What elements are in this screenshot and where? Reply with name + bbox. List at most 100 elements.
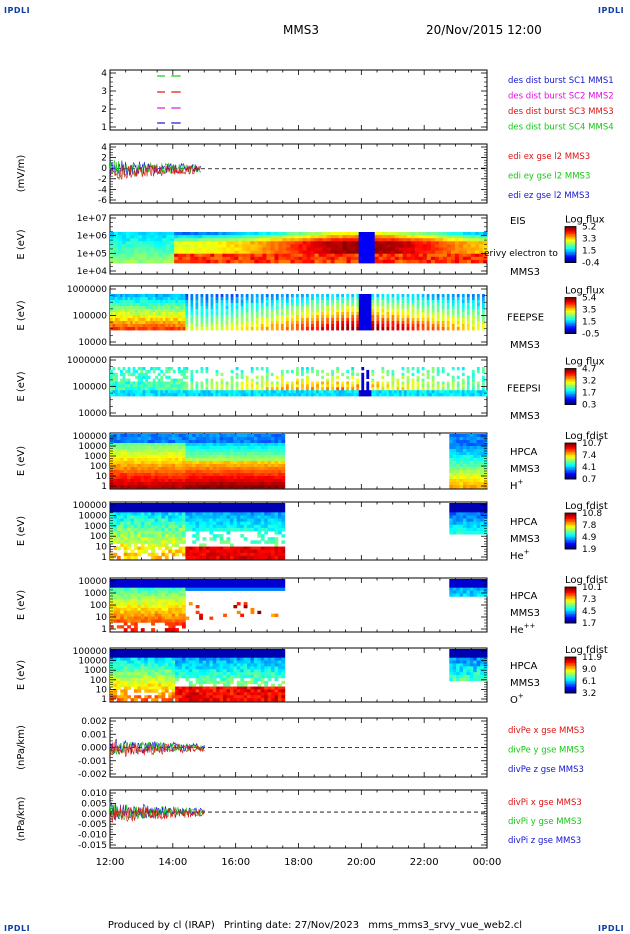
feepsi-colorbar-tick: 1.7 bbox=[582, 389, 596, 399]
hpca-he-ylabel: E (eV) bbox=[16, 516, 27, 546]
divpi-frame bbox=[109, 789, 488, 849]
divpe-legend-entry: divPe y gse MMS3 bbox=[508, 746, 585, 756]
feepsi-colorbar-tick: 0.3 bbox=[582, 401, 596, 411]
feepse-colorbar-tick: 3.5 bbox=[582, 306, 596, 316]
footer: Produced by cl (IRAP) Printing date: 27/… bbox=[0, 920, 630, 931]
hpca-hepp-colorbar-tick: 10.1 bbox=[582, 583, 602, 593]
burst-frame bbox=[109, 69, 488, 131]
feepsi-heatmap bbox=[110, 367, 488, 397]
hpca-h-ytick-label: 10000 bbox=[78, 442, 107, 452]
feepsi-ytick-label: 1000000 bbox=[67, 356, 107, 366]
burst-legend-entry: des dist burst SC4 MMS4 bbox=[508, 123, 614, 133]
divpe-ytick-label: 0.000 bbox=[81, 744, 107, 754]
burst-ytick-label: 3 bbox=[101, 87, 107, 97]
eis-ytick-label: 1e+05 bbox=[77, 249, 107, 259]
feepsi-panel: 1000000 100000 10000 E (eV) FEEPSI MMS3 Log fl… bbox=[16, 356, 605, 422]
feepse-sc-label: MMS3 bbox=[510, 340, 540, 351]
hpca-h-colorbar bbox=[564, 442, 577, 480]
divpe-panel: 0.002 0.001 0.000 -0.001 -0.002 (nPa/km) divPe… bbox=[16, 717, 585, 780]
hpca-o-colorbar-tick: 3.2 bbox=[582, 689, 596, 699]
spacecraft-title: MMS3 bbox=[283, 23, 319, 37]
feepsi-ytick-label: 100000 bbox=[73, 383, 108, 393]
eis-overlay-label: erivy electron to bbox=[484, 249, 558, 259]
hpca-o-ytick-label: 10 bbox=[96, 685, 108, 695]
eis-label: EIS bbox=[510, 216, 526, 227]
feepse-ytick-label: 100000 bbox=[73, 312, 108, 322]
eis-ytick-label: 1e+04 bbox=[77, 267, 108, 277]
hpca-he-colorbar-tick: 4.9 bbox=[582, 533, 597, 543]
hpca-h-ytick-label: 100 bbox=[90, 462, 107, 472]
hpca-o-ytick-label: 10000 bbox=[78, 657, 107, 667]
hpca-hepp-ytick-label: 1000 bbox=[84, 589, 107, 599]
datetime-title: 20/Nov/2015 12:00 bbox=[426, 23, 542, 37]
hpca-hepp-colorbar bbox=[564, 586, 577, 624]
edi-ytick-label: 4 bbox=[101, 143, 107, 153]
hpca-h-ytick-label: 10 bbox=[96, 472, 108, 482]
divpi-ytick-label: 0.005 bbox=[81, 799, 107, 809]
burst-panel: 4 3 2 1 des dist burst SC1 MMS1 des dist burs… bbox=[101, 69, 613, 133]
feepsi-ytick-label: 10000 bbox=[78, 409, 107, 419]
corner-label-top-left: IPDLI bbox=[4, 6, 31, 15]
edi-ylabel: (mV/m) bbox=[16, 155, 27, 193]
divpe-ytick-label: -0.001 bbox=[78, 757, 107, 767]
edi-legend-entry: edi ez gse l2 MMS3 bbox=[508, 191, 590, 201]
divpe-legend-entry: divPe z gse MMS3 bbox=[508, 765, 584, 775]
corner-label-bottom-left: IPDLI bbox=[4, 924, 31, 933]
feepsi-colorbar-tick: 3.2 bbox=[582, 377, 596, 387]
hpca-hepp-label: MMS3 bbox=[510, 608, 540, 619]
hpca-he-heatmap bbox=[110, 503, 488, 560]
edi-legend-entry: edi ex gse l2 MMS3 bbox=[508, 152, 590, 162]
hpca-h-ytick-label: 1 bbox=[101, 482, 107, 492]
divpi-ytick-label: 0.000 bbox=[81, 810, 107, 820]
hpca-h-ytick-label: 100000 bbox=[73, 432, 108, 442]
feepse-ytick-label: 10000 bbox=[78, 338, 107, 348]
hpca-h-label: MMS3 bbox=[510, 464, 540, 475]
hpca-o-ytick-label: 1000 bbox=[84, 666, 107, 676]
burst-ytick-label: 1 bbox=[101, 123, 107, 133]
edi-ytick-label: -2 bbox=[98, 175, 107, 185]
hpca-o-colorbar-tick: 9.0 bbox=[582, 665, 597, 675]
edi-ytick-label: -6 bbox=[98, 196, 107, 206]
divpe-legend-entry: divPe x gse MMS3 bbox=[508, 726, 585, 736]
feepsi-colorbar-title: Log flux bbox=[565, 357, 605, 368]
feepse-colorbar-tick: 5.4 bbox=[582, 294, 597, 304]
feepsi-label: FEEPSI bbox=[507, 384, 541, 395]
eis-sc-label: MMS3 bbox=[510, 267, 540, 278]
hpca-he-ytick-label: 100 bbox=[90, 532, 107, 542]
hpca-hepp-ylabel: E (eV) bbox=[16, 590, 27, 620]
hpca-he-ytick-label: 10000 bbox=[78, 511, 107, 521]
time-tick-label: 16:00 bbox=[221, 857, 250, 868]
time-tick-label: 22:00 bbox=[410, 857, 439, 868]
edi-series-line bbox=[109, 163, 202, 180]
hpca-o-colorbar-tick: 11.9 bbox=[582, 653, 602, 663]
hpca-hepp-label: He++ bbox=[510, 622, 536, 636]
feepse-colorbar bbox=[564, 297, 577, 334]
divpi-ytick-label: 0.010 bbox=[81, 789, 107, 799]
hpca-h-colorbar-tick: 4.1 bbox=[582, 463, 596, 473]
corner-label-bottom-right: IPDLI bbox=[598, 924, 625, 933]
feepsi-sc-label: MMS3 bbox=[510, 411, 540, 422]
feepse-colorbar-title: Log flux bbox=[565, 286, 605, 297]
hpca-hepp-ytick-label: 100 bbox=[90, 601, 107, 611]
hpca-o-colorbar-tick: 6.1 bbox=[582, 677, 596, 687]
eis-colorbar-tick: 1.5 bbox=[582, 247, 596, 257]
divpi-ytick-label: -0.015 bbox=[78, 841, 107, 851]
divpe-ytick-label: 0.002 bbox=[81, 717, 107, 727]
footer-produced-by: Produced by cl (IRAP) bbox=[107, 920, 215, 931]
hpca-he-ytick-label: 1 bbox=[101, 553, 107, 563]
hpca-hepp-heatmap bbox=[110, 579, 488, 632]
eis-colorbar bbox=[564, 226, 577, 263]
burst-legend-entry: des dist burst SC1 MMS1 bbox=[508, 76, 614, 86]
hpca-he-label: HPCA bbox=[510, 517, 538, 528]
burst-ytick-label: 2 bbox=[101, 105, 107, 115]
hpca-hepp-colorbar-tick: 4.5 bbox=[582, 607, 596, 617]
hpca-hepp-ytick-label: 10000 bbox=[78, 577, 107, 587]
hpca-hepp-label: HPCA bbox=[510, 591, 538, 602]
eis-panel: 1e+07 1e+06 1e+05 1e+04 E (eV) EIS erivy elect… bbox=[16, 214, 605, 278]
eis-ytick-label: 1e+06 bbox=[77, 232, 108, 242]
hpca-he-ytick-label: 100000 bbox=[73, 501, 108, 511]
time-tick-label: 14:00 bbox=[158, 857, 187, 868]
divpe-series-line bbox=[109, 741, 205, 755]
hpca-he-ytick-label: 1000 bbox=[84, 522, 107, 532]
